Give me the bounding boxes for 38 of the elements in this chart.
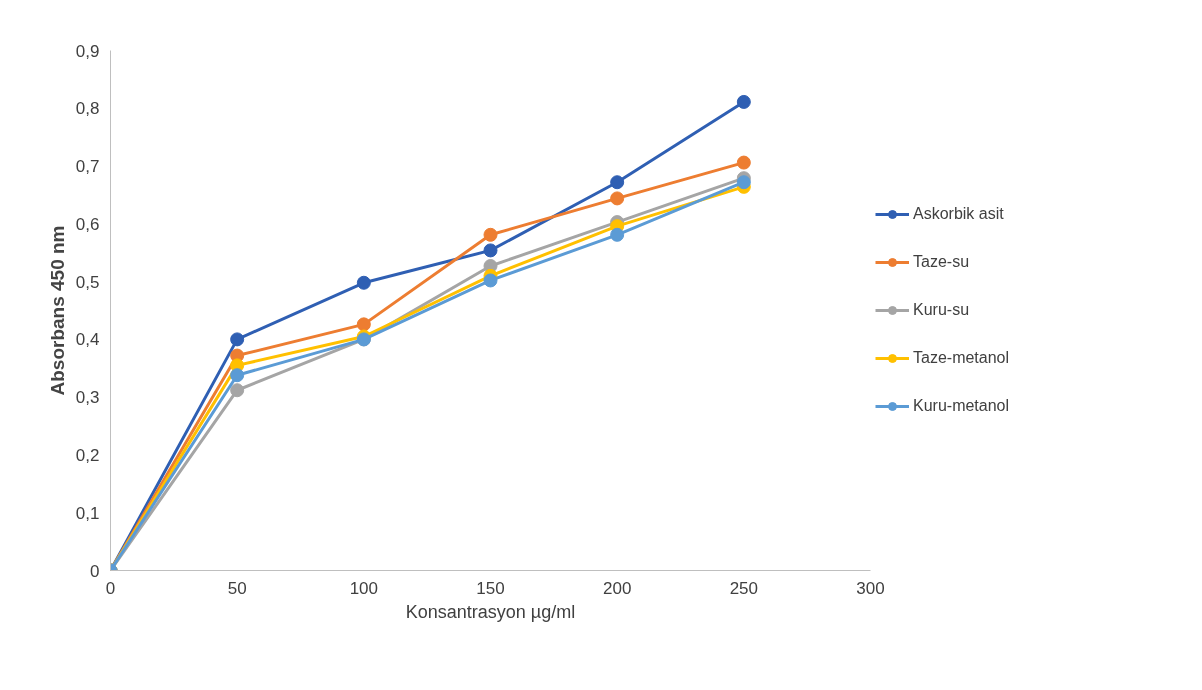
y-tick-label: 0,6 xyxy=(75,214,100,234)
legend-label: Taze-su xyxy=(913,253,970,271)
x-tick-label: 300 xyxy=(856,578,885,598)
y-tick-label: 0,3 xyxy=(75,388,100,408)
point xyxy=(483,273,498,288)
y-tick-label: 0,1 xyxy=(75,503,100,523)
x-tick-label: 50 xyxy=(227,578,247,598)
legend-label: Kuru-su xyxy=(913,301,970,319)
point xyxy=(610,227,625,242)
point xyxy=(483,243,498,258)
point xyxy=(356,317,371,332)
x-tick-label: 250 xyxy=(729,578,759,598)
x-tick-label: 0 xyxy=(105,578,116,598)
y-tick-label: 0,5 xyxy=(75,272,100,292)
y-tick-label: 0,9 xyxy=(75,41,100,61)
y-tick-label: 0,2 xyxy=(75,445,100,465)
y-tick-label: 0,8 xyxy=(75,99,100,119)
legend-label: Taze-metanol xyxy=(913,349,1010,367)
point xyxy=(736,94,751,109)
y-tick-label: 0 xyxy=(90,561,100,581)
point xyxy=(610,175,625,190)
x-axis-title: Konsantrasyon µg/ml xyxy=(405,601,576,622)
point xyxy=(356,275,371,290)
point xyxy=(736,155,751,170)
point xyxy=(736,175,751,190)
y-axis-title: Absorbans 450 nm xyxy=(46,225,68,396)
y-tick-label: 0,7 xyxy=(75,157,100,177)
y-tick-label: 0,4 xyxy=(75,330,100,350)
x-tick-label: 200 xyxy=(602,578,632,598)
point xyxy=(230,332,245,347)
legend-label: Askorbik asit xyxy=(913,205,1004,223)
point xyxy=(483,227,498,242)
point xyxy=(230,368,245,383)
point xyxy=(230,383,245,398)
x-tick-label: 150 xyxy=(476,578,505,598)
point xyxy=(610,191,625,206)
x-tick-label: 100 xyxy=(349,578,379,598)
legend-label: Kuru-metanol xyxy=(913,397,1010,415)
